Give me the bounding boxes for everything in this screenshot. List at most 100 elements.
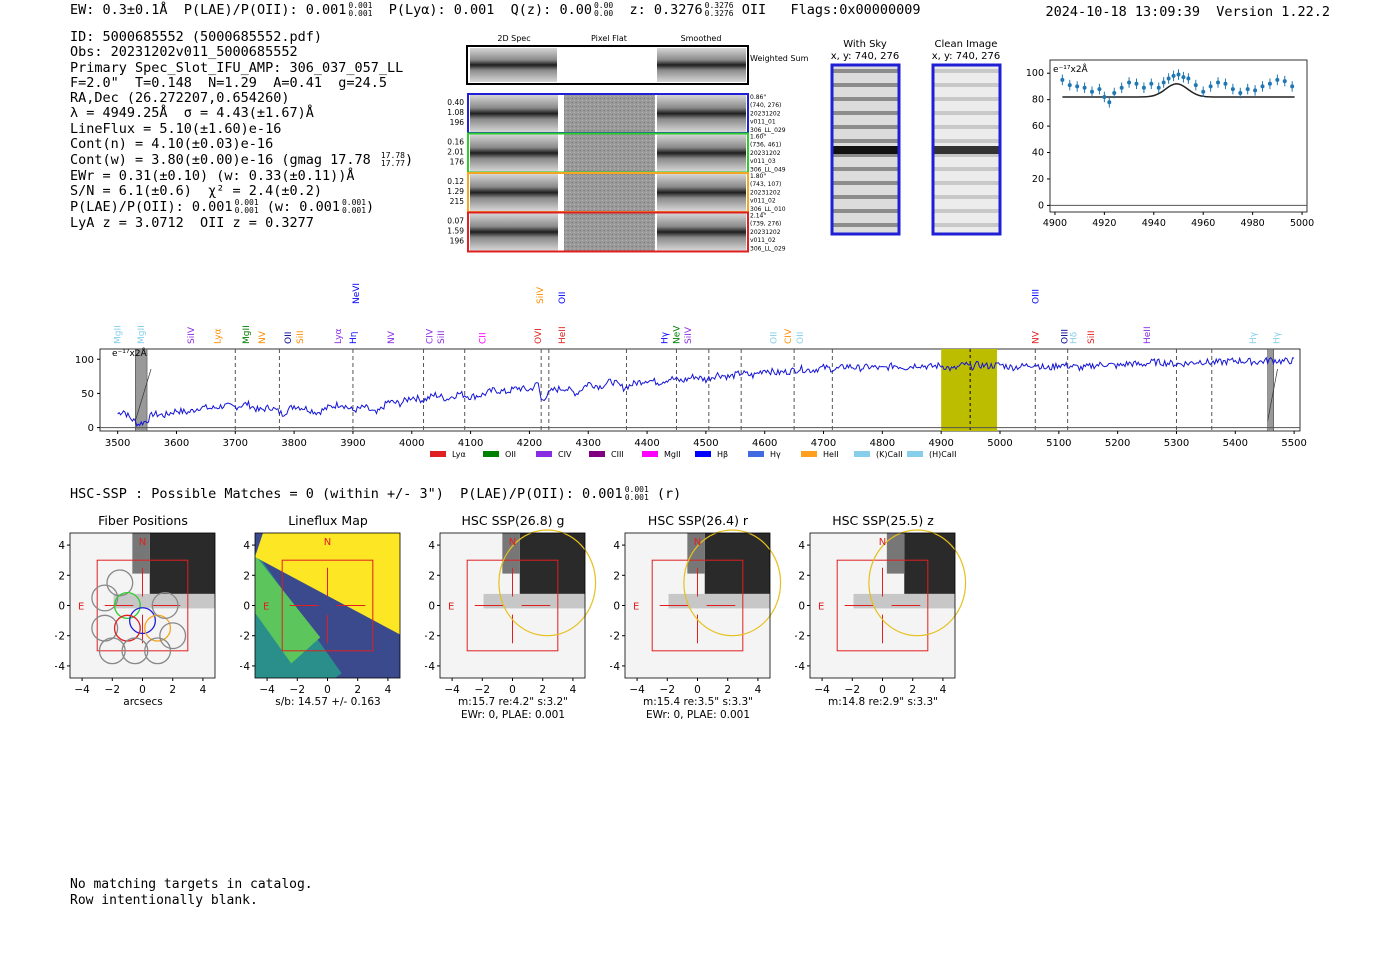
thumbnail-ytick: 2: [798, 570, 805, 582]
info-radec: RA,Dec (26.272207,0.654260): [70, 90, 290, 107]
emission-line-label: SiII: [1087, 330, 1097, 344]
aperture-box: [466, 559, 559, 652]
emission-line-label: Hγ: [1272, 331, 1282, 344]
thumbnail-ytick: −4: [240, 661, 250, 673]
fiber-circle: [121, 637, 149, 665]
footer-notes: No matching targets in catalog. Row inten…: [70, 877, 313, 908]
header-plae-range: 0.001 0.001: [348, 1, 373, 18]
thumbnail-title: HSC SSP(25.5) z: [832, 513, 934, 528]
emission-line-label: OII: [284, 332, 294, 344]
east-marker: E: [633, 602, 639, 613]
legend-item: OII: [483, 450, 516, 459]
zoom-data-point: [1290, 81, 1295, 92]
thumbnail-title: HSC SSP(26.4) r: [648, 513, 749, 528]
zoom-model-curve: [1062, 83, 1295, 98]
emission-line-label: NeVI: [352, 283, 362, 304]
fiber-circle: [144, 637, 172, 665]
thumbnail-title: Fiber Positions: [98, 513, 188, 528]
thumbnail-caption: EWr: 0, PLAE: 0.001: [646, 709, 750, 721]
legend-item: HeII: [801, 450, 839, 459]
thumbnail-xtick: 4: [755, 684, 762, 696]
svg-text:Hγ: Hγ: [770, 450, 781, 459]
cutout-row-right-value: 20231202: [750, 110, 781, 117]
east-marker: E: [78, 602, 84, 613]
cutout-row-right-value: 306_LL_029: [750, 127, 786, 134]
thumbnail-xtick: 4: [385, 684, 392, 696]
emission-line-label: OII: [770, 332, 780, 344]
thumbnail-xtick: 2: [909, 684, 916, 696]
north-marker: N: [324, 537, 331, 548]
header-z-line: OII: [741, 2, 767, 18]
aperture-box: [836, 559, 929, 652]
north-marker: N: [879, 537, 886, 548]
emission-line-label: Hδ: [1070, 331, 1080, 344]
thumbnail-ytick: −4: [425, 661, 435, 673]
spectrum-xtick: 4600: [752, 438, 777, 449]
thumbnail-ytick: −4: [795, 661, 805, 673]
info-lambda: λ = 4949.25Å σ = 4.43(±1.67)Å: [70, 105, 314, 122]
source-ellipse: [683, 529, 782, 637]
zoom-data-point: [1260, 81, 1265, 92]
spectrum-xtick: 4000: [399, 438, 424, 449]
info-lineflux: LineFlux = 5.10(±1.60)e-16: [70, 120, 282, 137]
thumbnail-lineflux: Lineflux Map N E 4 2 0 −2 −4 −4 −2 0 2 4 s/b: 14.57 +…: [240, 513, 401, 708]
cutout-row-right-value: 306_LL_049: [750, 166, 786, 173]
sky-images: With Sky x, y: 740, 276 Clean Image x, y…: [830, 39, 1002, 236]
zoom-data-point: [1216, 77, 1221, 88]
emission-line-label: NV: [1031, 330, 1041, 344]
thumbnail-xtick: 0: [324, 684, 331, 696]
fiber-circle: [113, 592, 141, 619]
emission-line-label: NV: [258, 330, 268, 344]
emission-line-label: Hη: [349, 332, 359, 344]
thumbnail-ytick: 4: [243, 540, 250, 552]
thumbnail-xtick: −2: [660, 684, 675, 696]
emission-line-label: OVI: [534, 328, 544, 344]
thumbnail-xtick: −2: [845, 684, 860, 696]
aperture-box: [281, 559, 374, 652]
info-cont-n: Cont(n) = 4.10(±0.03)e-16: [70, 136, 274, 153]
header-z: z: 0.3276: [629, 2, 703, 18]
thumbnail-xtick: 2: [539, 684, 546, 696]
thumbnail-xtick: −2: [475, 684, 490, 696]
zoom-data-point: [1171, 70, 1176, 82]
zoom-ytick: 20: [1032, 174, 1044, 185]
emission-line-label: HeII: [1143, 326, 1153, 344]
zoom-ylabel: e⁻¹⁷x2Å: [1053, 63, 1089, 75]
highlight-band: [941, 349, 998, 431]
info-lya-z: LyA z = 3.0712 OII z = 0.3277: [70, 214, 314, 231]
spectrum-xtick: 4900: [928, 438, 953, 449]
cutout-col-label: 2D Spec: [497, 34, 530, 43]
cutout-row-right-value: (739, 276): [750, 221, 781, 228]
east-marker: E: [448, 602, 454, 613]
svg-text:Hβ: Hβ: [717, 450, 728, 459]
thumbnail-ytick: 2: [613, 570, 620, 582]
cutout-row-left-value: 196: [450, 118, 465, 127]
cutout-row-left-value: 1.08: [447, 108, 464, 117]
thumbnail-image: [439, 529, 597, 679]
thumbnail-xtick: −4: [629, 684, 645, 696]
thumbnail-fibers: Fiber Positions N E 4 2 0 −2 −4 −4 −2 0 2 4 arcsecs: [55, 513, 216, 708]
thumbnail-xtick: −4: [444, 684, 460, 696]
cutout-row-left-value: 2.01: [447, 148, 464, 157]
spectrum-xtick: 4200: [517, 438, 542, 449]
cutout-col-label: Pixel Flat: [591, 34, 627, 43]
fiber-circle: [151, 592, 179, 619]
spectrum-xtick: 4300: [576, 438, 601, 449]
cutout-row-left-value: 1.59: [447, 227, 464, 236]
spectrum-legend: Lyα OII CIV CIII MgII Hβ Hγ HeII (K)CaII (H)CaII: [430, 450, 956, 459]
emission-line-label: SiIV: [684, 326, 694, 344]
north-marker: N: [694, 537, 701, 548]
emission-line-label: OII: [796, 332, 806, 344]
header-z-range: 0.3276 0.3276: [704, 1, 734, 18]
thumbnail-xtick: 0: [509, 684, 516, 696]
info-cont-w: Cont(w) = 3.80(±0.00)e-16 (gmag 17.78 17…: [70, 151, 414, 169]
zoom-xtick: 4920: [1092, 218, 1116, 229]
thumbnail-ytick: 0: [58, 601, 65, 613]
emission-line-label: SiIV: [187, 326, 197, 344]
info-sn: S/N = 6.1(±0.6) χ² = 2.4(±0.2): [70, 182, 322, 199]
zoom-ytick: 0: [1038, 200, 1044, 211]
cutout-row-right-value: 306_LL_010: [750, 206, 786, 213]
zoom-data-point: [1176, 69, 1181, 80]
thumbnail-xtick: 0: [694, 684, 701, 696]
